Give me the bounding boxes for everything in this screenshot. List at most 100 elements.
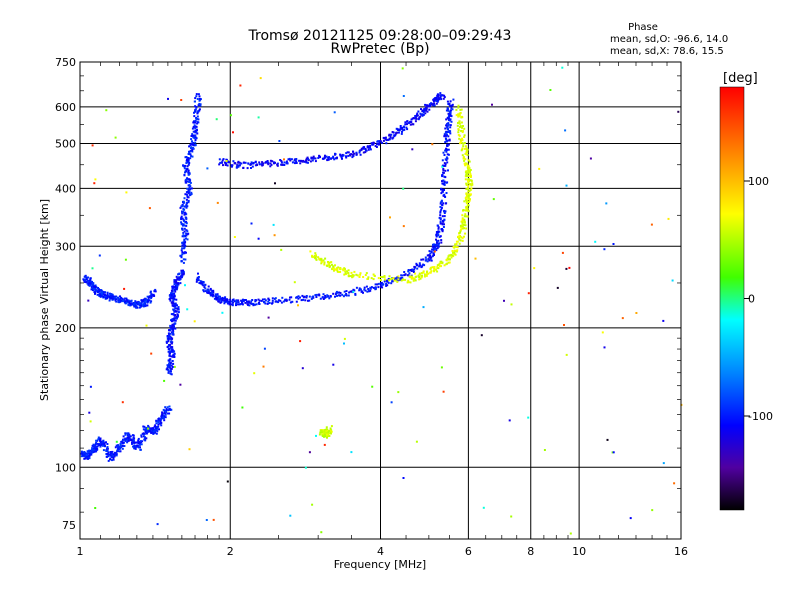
data-point (391, 131, 394, 133)
noise-point (603, 346, 606, 349)
data-point (80, 455, 83, 458)
data-point (428, 250, 431, 253)
data-point (431, 245, 434, 248)
noise-point (603, 248, 606, 251)
data-point (355, 153, 358, 156)
data-point (185, 218, 188, 220)
data-point (164, 413, 167, 416)
x-tick-label: 4 (377, 545, 384, 558)
data-point (240, 162, 243, 165)
data-point (180, 249, 183, 252)
noise-point (508, 419, 511, 422)
noise-point (124, 258, 127, 261)
noise-point (673, 482, 676, 485)
data-point (380, 282, 383, 285)
data-point (174, 316, 177, 319)
data-point (150, 295, 153, 298)
data-point (458, 126, 461, 129)
data-point (463, 142, 466, 144)
data-point (106, 443, 109, 445)
data-point (191, 140, 193, 143)
data-point (173, 310, 176, 313)
data-point (417, 110, 420, 113)
data-point (180, 269, 183, 272)
data-point (235, 299, 238, 302)
data-point (168, 352, 171, 355)
data-point (186, 205, 189, 208)
data-point (106, 293, 109, 296)
data-point (83, 451, 86, 453)
data-point (310, 297, 313, 300)
data-point (186, 180, 189, 183)
data-point (409, 276, 412, 279)
noise-point (299, 340, 302, 343)
data-point (223, 302, 226, 305)
data-point (370, 142, 373, 145)
data-point (166, 368, 169, 371)
data-point (323, 430, 326, 433)
data-point (431, 266, 434, 269)
data-point (446, 128, 449, 130)
data-point (333, 268, 336, 271)
data-point (126, 440, 129, 443)
data-point (186, 230, 189, 233)
data-point (449, 114, 452, 117)
data-point (107, 455, 110, 457)
data-point (195, 106, 198, 108)
noise-point (145, 437, 148, 440)
data-point (415, 264, 418, 267)
data-point (396, 280, 399, 283)
data-point (132, 438, 135, 441)
phase-stats: Phase mean, sd,O: -96.6, 14.0 mean, sd,X… (610, 22, 728, 57)
data-point (290, 158, 293, 161)
data-point (132, 445, 134, 448)
data-point (436, 240, 438, 243)
data-point (183, 239, 186, 242)
data-point (137, 446, 140, 449)
noise-point (304, 466, 307, 469)
data-point (135, 302, 138, 305)
data-point (464, 175, 467, 178)
noise-point (606, 438, 609, 441)
noise-point (167, 97, 169, 100)
data-point (377, 286, 380, 289)
data-point (433, 266, 436, 268)
data-point (274, 300, 277, 303)
data-point (435, 238, 437, 241)
data-point (460, 226, 463, 229)
data-point (92, 443, 95, 446)
data-point (227, 160, 230, 163)
data-point (352, 150, 355, 153)
data-point (463, 159, 466, 162)
data-point (413, 265, 416, 268)
data-point (439, 222, 442, 225)
data-point (153, 290, 156, 293)
data-point (138, 306, 141, 309)
noise-point (563, 324, 565, 326)
data-point (104, 296, 107, 298)
data-point (168, 354, 171, 357)
data-point (348, 275, 351, 278)
data-point (445, 124, 448, 127)
data-point (153, 425, 156, 428)
data-point (120, 297, 123, 300)
data-point (171, 318, 174, 321)
data-point (443, 134, 446, 137)
data-point (238, 161, 241, 164)
data-point (101, 291, 104, 294)
data-point (203, 286, 206, 289)
data-point (352, 275, 355, 278)
data-point (196, 278, 199, 281)
data-point (252, 161, 255, 164)
data-point (168, 363, 170, 366)
data-point (415, 114, 418, 117)
data-point (209, 288, 212, 291)
data-point (431, 103, 433, 106)
data-point (244, 301, 247, 304)
data-point (339, 267, 342, 270)
data-point (180, 205, 183, 208)
data-point (276, 163, 279, 166)
data-point (185, 170, 188, 173)
data-point (352, 274, 355, 277)
data-point (305, 296, 308, 299)
